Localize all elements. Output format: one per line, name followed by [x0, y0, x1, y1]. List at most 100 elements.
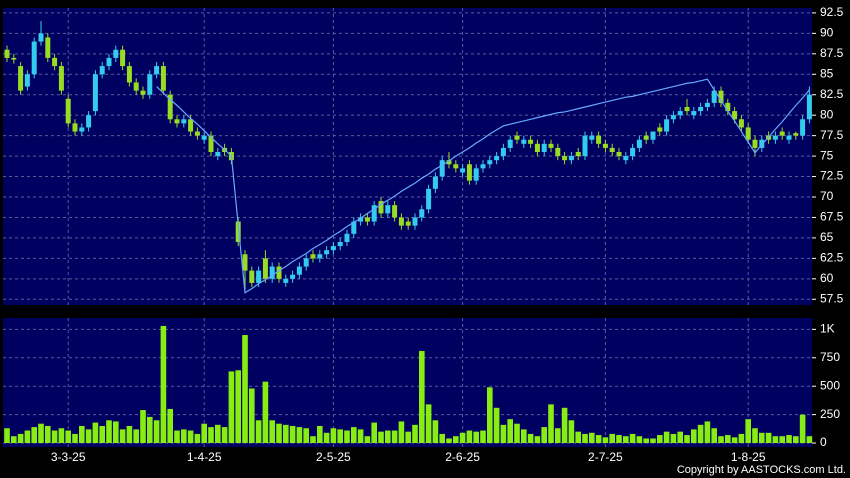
volume-bar [215, 424, 221, 444]
candle-body [290, 274, 296, 279]
volume-bar [806, 436, 813, 444]
candle-body [126, 66, 132, 83]
volume-bar [582, 433, 588, 444]
volume-bar [459, 432, 466, 444]
volume-bar [412, 424, 418, 444]
candle-body [555, 147, 561, 157]
candle-body [711, 90, 717, 103]
candle-body [242, 254, 248, 271]
y-tick-label: 75 [820, 148, 834, 162]
volume-bar [691, 429, 697, 444]
volume-bar [31, 427, 37, 444]
volume-bar [276, 423, 282, 444]
volume-bar [738, 433, 745, 444]
candle-body [160, 66, 166, 91]
candle-body [534, 143, 540, 152]
candle-body [120, 49, 126, 67]
candle-body [405, 221, 411, 226]
volume-bar [663, 431, 670, 444]
candle-body [358, 217, 364, 222]
volume-bar [439, 433, 445, 444]
candle-body [45, 37, 51, 58]
volume-bar [568, 420, 575, 444]
candle-body [745, 127, 751, 140]
volume-bar [153, 420, 160, 444]
y-tick-label: 67.5 [820, 210, 844, 224]
volume-bar [249, 388, 255, 444]
y-tick-label: 82.5 [820, 87, 844, 101]
candle-body [18, 66, 24, 91]
candle-body [541, 143, 547, 152]
volume-bar [752, 428, 758, 444]
volume-bar [221, 427, 228, 444]
volume-bar [283, 424, 289, 444]
volume-bar [371, 422, 377, 444]
volume-bar [711, 428, 717, 444]
volume-bar [235, 370, 241, 444]
candle-body [494, 156, 500, 161]
candle-body [378, 201, 384, 214]
volume-bar [623, 436, 629, 444]
candle-body [188, 119, 194, 132]
candle-body [514, 135, 520, 140]
candle-body [140, 90, 146, 95]
volume-bar [555, 428, 561, 444]
x-tick-label: 2-5-25 [316, 450, 351, 464]
candle-body [630, 147, 636, 157]
volume-bar [636, 436, 643, 444]
candle-body [657, 127, 663, 132]
candle-body [133, 82, 139, 91]
candle-body [507, 139, 513, 148]
volume-bar [500, 424, 507, 444]
candle-body [460, 168, 466, 173]
candle-body [262, 258, 268, 279]
x-tick-label: 1-8-25 [731, 450, 766, 464]
candle-body [793, 133, 799, 136]
volume-bar [602, 437, 609, 444]
candle-body [194, 131, 200, 136]
volume-bar [541, 427, 547, 444]
candle-body [317, 254, 323, 259]
candle-body [11, 57, 17, 60]
volume-bar [351, 427, 357, 444]
candle-body [779, 131, 785, 136]
volume-bar [85, 429, 92, 444]
y-tick-label: 90 [820, 26, 834, 40]
candle-body [643, 135, 649, 140]
candle-body [609, 147, 615, 152]
volume-bar [303, 428, 309, 444]
candle-body [52, 57, 58, 67]
volume-bar [228, 371, 235, 444]
candle-body [806, 94, 812, 120]
volume-bar [650, 438, 656, 444]
volume-bar [391, 430, 398, 444]
volume-bar [548, 404, 554, 444]
volume-bar [208, 427, 214, 444]
volume-bar [745, 419, 751, 444]
candle-body [473, 168, 479, 181]
volume-bar [160, 325, 167, 444]
candle-body [670, 115, 676, 120]
volume-bar [72, 433, 78, 444]
volume-bar [106, 420, 112, 444]
candle-body [86, 115, 92, 128]
volume-bar [616, 435, 622, 444]
volume-bar [201, 423, 207, 444]
candle-body [528, 139, 534, 144]
volume-bar [425, 404, 432, 444]
volume-bar [534, 436, 541, 444]
volume-bar [181, 429, 187, 444]
candle-body [337, 242, 343, 247]
volume-bar [779, 436, 785, 444]
volume-bar [194, 433, 201, 444]
candle-body [324, 250, 330, 255]
candle-body [786, 135, 792, 140]
volume-bar [697, 424, 704, 444]
candle-body [235, 221, 241, 242]
candle-body [487, 160, 493, 165]
candle-body [432, 176, 438, 189]
candle-body [582, 135, 588, 157]
volume-bar [446, 438, 452, 444]
candle-body [38, 33, 44, 42]
y-tick-label: 80 [820, 107, 834, 121]
